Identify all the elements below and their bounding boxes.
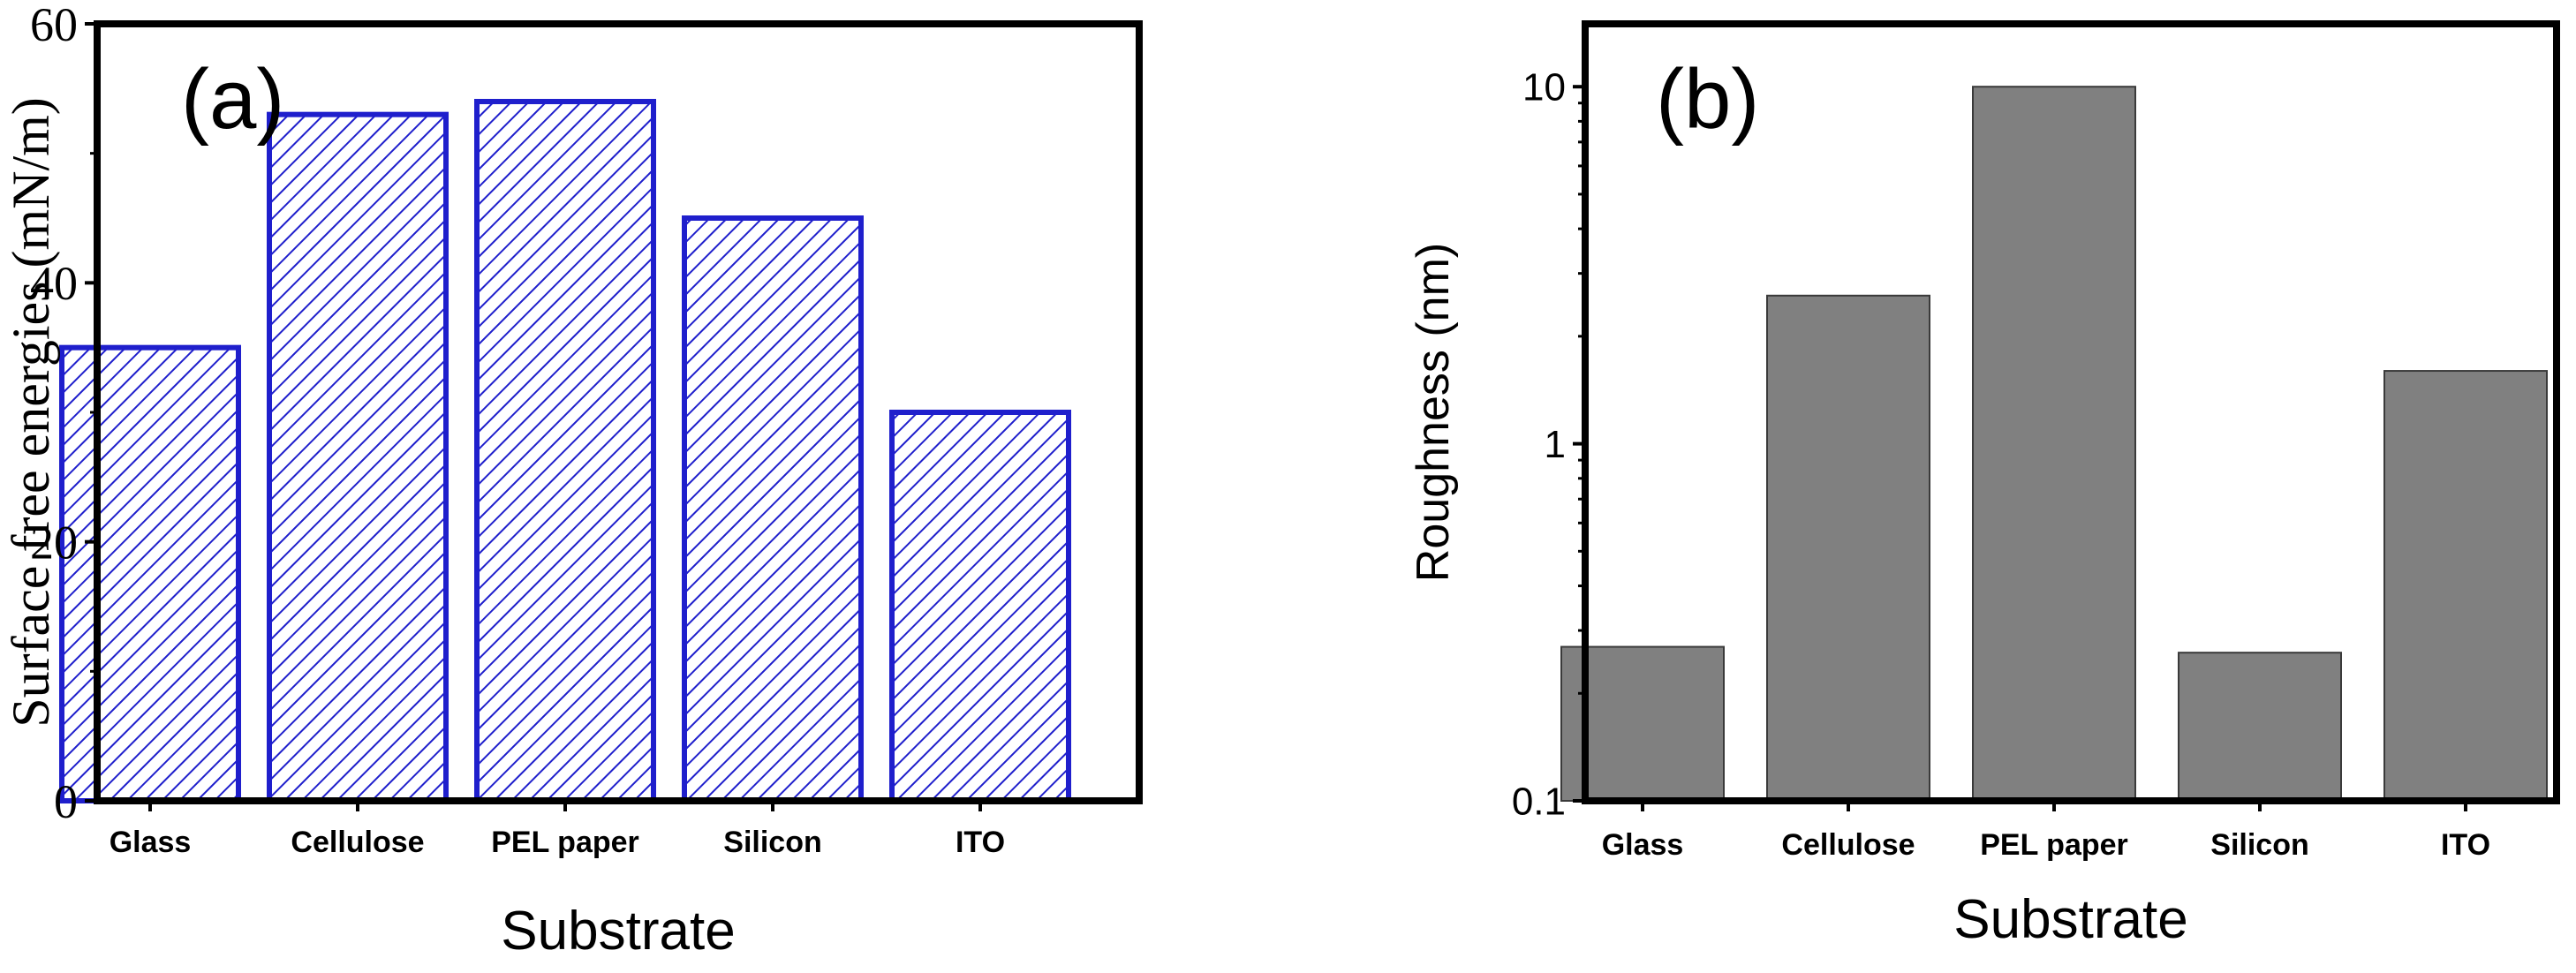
x-tick-label: PEL paper	[1980, 828, 2128, 862]
plot-frame-a	[94, 20, 1143, 804]
x-axis-label-b: Substrate	[1953, 889, 2187, 950]
y-tick-label: 40	[30, 257, 78, 310]
y-axis-ticks-a: 0 20 40 60	[30, 0, 97, 828]
x-tick-label: Silicon	[723, 826, 821, 859]
bar-cellulose	[267, 111, 449, 803]
plot-frame-b	[1582, 20, 2560, 804]
bar-pel-paper	[1972, 86, 2136, 802]
x-tick-label: Glass	[1602, 828, 1684, 862]
chart-panel-a: 0 20 40 60 Glass Cellulose PEL paper Silicon IT…	[2, 0, 1143, 962]
bar-ito	[2383, 370, 2548, 802]
panel-label-b: (b)	[1656, 52, 1759, 147]
panel-label-a: (a)	[181, 52, 284, 147]
x-tick-label: Glass	[110, 826, 192, 859]
bar-pel-paper	[474, 99, 656, 803]
x-axis-ticks-b: Glass Cellulose PEL paper Silicon ITO	[1602, 801, 2490, 862]
bars-group-a	[59, 99, 1071, 803]
y-tick-label: 1	[1545, 423, 1566, 466]
chart-panel-b: 0.1 1 10 Glass Cellulose PEL paper Silicon ITO…	[1408, 20, 2560, 950]
y-axis-ticks-b: 0.1 1 10	[1512, 66, 1585, 823]
y-tick-label: 0.1	[1512, 780, 1566, 823]
y-axis-label-b: Roughness (nm)	[1408, 243, 1459, 582]
bar-ito	[889, 410, 1071, 803]
bar-silicon	[2178, 652, 2342, 803]
x-tick-label: PEL paper	[491, 826, 639, 859]
bar-cellulose	[1766, 294, 1930, 802]
x-tick-label: Cellulose	[291, 826, 424, 859]
bar-silicon	[682, 215, 864, 803]
x-axis-ticks-a: Glass Cellulose PEL paper Silicon ITO	[110, 801, 1005, 859]
x-axis-label-a: Substrate	[501, 901, 735, 962]
x-tick-label: ITO	[2441, 828, 2490, 862]
bars-group-b	[1560, 86, 2548, 803]
y-tick-label: 60	[30, 0, 78, 51]
y-tick-label: 10	[1522, 66, 1566, 109]
y-tick-label: 0	[54, 775, 78, 828]
bar-glass	[59, 344, 241, 803]
y-tick-label: 20	[30, 517, 78, 569]
y-axis-label-a: Surface free energies (mN/m)	[2, 97, 60, 728]
x-tick-label: Silicon	[2210, 828, 2308, 862]
x-tick-label: ITO	[956, 826, 1005, 859]
x-tick-label: Cellulose	[1781, 828, 1915, 862]
